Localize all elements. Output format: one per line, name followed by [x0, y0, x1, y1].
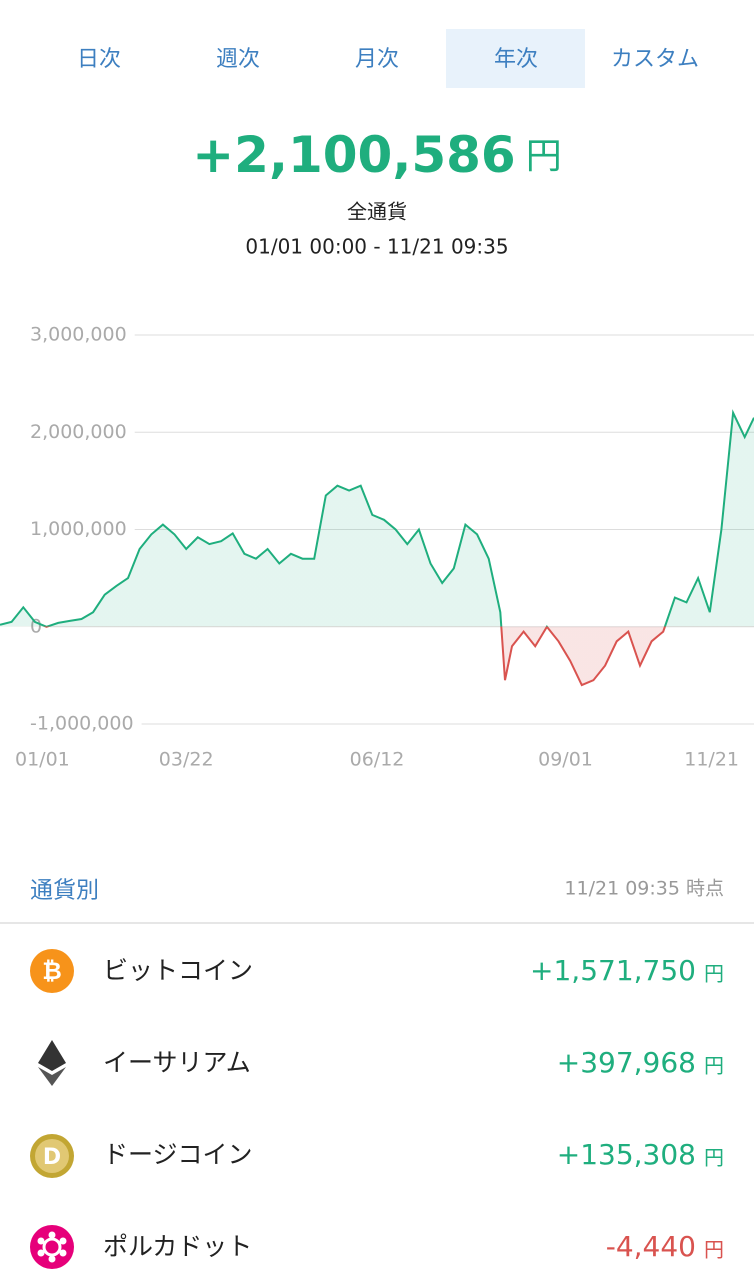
currency-row[interactable]: ドージコイン 円 +135,308: [103, 1138, 724, 1171]
currency-row[interactable]: ビットコイン 円 +1,571,750: [103, 954, 724, 987]
unit: 円: [526, 136, 562, 177]
amount: +2,100,586: [192, 126, 515, 184]
svg-text:D: D: [43, 1145, 61, 1170]
x-tick-label: 06/12: [350, 749, 405, 771]
scope: 全通貨: [347, 200, 407, 224]
y-tick-label: -1,000,000: [30, 713, 134, 735]
currency-name: ポルカドット: [103, 1232, 252, 1261]
currency-value: +397,968: [557, 1046, 696, 1079]
x-tick-label: 01/01: [15, 749, 70, 771]
summary-amount: +2,100,586 円: [192, 126, 561, 184]
period: 01/01 00:00 - 11/21 09:35: [245, 235, 508, 259]
currency-value: +1,571,750: [530, 954, 696, 987]
currency-value: +135,308: [557, 1138, 696, 1171]
section-title: 通貨別: [30, 878, 99, 904]
currency-value: -4,440: [606, 1230, 696, 1263]
currency-name: ビットコイン: [103, 956, 253, 985]
timestamp: 11/21 09:35 時点: [564, 878, 724, 900]
tab[interactable]: 日次: [77, 47, 121, 72]
currency-unit: 円: [704, 1238, 724, 1262]
line: [0, 409, 754, 687]
currency-row[interactable]: ポルカドット 円 -4,440: [103, 1230, 724, 1263]
tab[interactable]: カスタム: [611, 47, 699, 72]
currency-name: ドージコイン: [103, 1140, 253, 1169]
currency-unit: 円: [704, 1054, 724, 1078]
icon-polkadot: [30, 1225, 74, 1269]
y-tick-label: 1,000,000: [30, 518, 127, 540]
svg-text:₿: ₿: [42, 957, 62, 985]
x-tick-label: 11/21: [684, 749, 739, 771]
icon-doge: D: [30, 1134, 74, 1178]
area: [0, 412, 754, 686]
currency-unit: 円: [704, 962, 724, 986]
currency-unit: 円: [704, 1146, 724, 1170]
x-tick-label: 09/01: [538, 749, 593, 771]
currency-row[interactable]: イーサリアム 円 +397,968: [103, 1046, 724, 1079]
tab-selected-bg: [446, 29, 585, 88]
x-tick-label: 03/22: [159, 749, 214, 771]
currency-name: イーサリアム: [103, 1048, 251, 1077]
y-tick-label: 3,000,000: [30, 324, 127, 346]
tab[interactable]: 週次: [216, 47, 260, 72]
tab[interactable]: 月次: [355, 47, 399, 72]
y-tick-label: 2,000,000: [30, 421, 127, 443]
icon-bitcoin: ₿: [30, 949, 74, 993]
tab[interactable]: 年次: [494, 47, 538, 72]
icon-ethereum: [38, 1040, 66, 1086]
